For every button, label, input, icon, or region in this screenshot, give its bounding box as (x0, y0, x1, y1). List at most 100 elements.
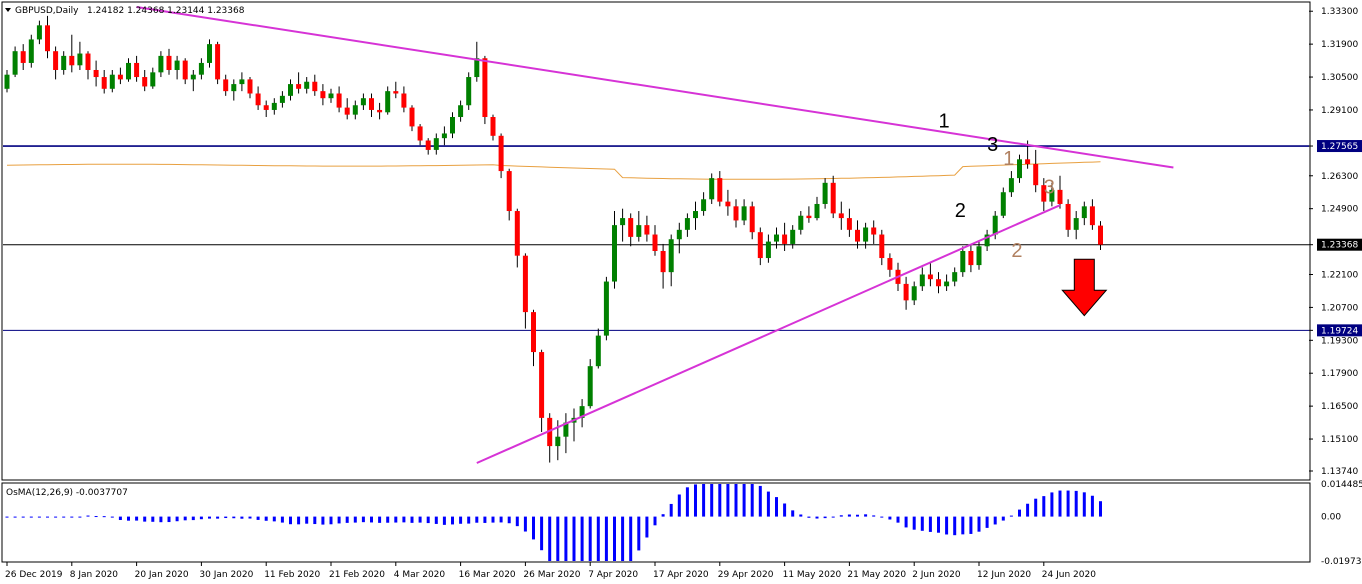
osma-bar (1074, 490, 1078, 517)
candle-body (555, 436, 561, 447)
candle-body (628, 218, 634, 237)
candle-body (846, 218, 852, 230)
moving-average (6, 161, 1101, 180)
osma-bar (21, 516, 25, 518)
osma-bar (904, 516, 908, 528)
osma-bar (856, 514, 859, 517)
candle-body (1081, 206, 1087, 219)
osma-bar (669, 503, 673, 517)
candle-body (1000, 192, 1006, 216)
trendlines (136, 6, 1174, 464)
osma-bar (937, 516, 940, 533)
osma-label: OsMA(12,26,9) -0.0037707 (6, 488, 128, 498)
osma-bar (232, 516, 236, 519)
osma-bar (807, 516, 811, 518)
candle-body (142, 77, 148, 87)
price-tick-label: 1.26300 (1321, 172, 1358, 182)
osma-bar (580, 516, 584, 561)
osma-bar (216, 516, 220, 519)
osma-bar (499, 516, 503, 523)
candle-body (263, 105, 269, 110)
candle-body (563, 422, 569, 437)
osma-bar (70, 516, 74, 518)
candle-body (1008, 178, 1014, 193)
osma-bar (1018, 509, 1021, 517)
candle-body (45, 25, 50, 52)
osma-bar (451, 516, 454, 525)
candle-body (328, 93, 334, 99)
osma-bar (613, 516, 616, 561)
candle-body (247, 79, 253, 94)
osma-bar (629, 516, 633, 561)
osma-bar (969, 516, 973, 534)
osma-bar (272, 516, 276, 522)
osma-tick-label: -0.0197354 (1321, 557, 1362, 567)
osma-bar (491, 516, 495, 523)
time-tick-label: 29 Apr 2020 (718, 570, 774, 580)
candle-body (644, 225, 650, 235)
osma-axis: 0.0144858 0.00 -0.0197354 (1321, 480, 1362, 567)
candle-body (522, 255, 528, 313)
candle-body (150, 72, 156, 87)
wave-label-3: 3 (987, 134, 998, 156)
time-tick-label: 11 Feb 2020 (264, 570, 320, 580)
osma-bar (483, 516, 487, 523)
time-tick-label: 21 Feb 2020 (329, 570, 385, 580)
candle-body (288, 84, 293, 96)
osma-bar (102, 516, 106, 518)
candle-body (4, 74, 10, 89)
osma-bar (1050, 492, 1054, 517)
candle-body (1041, 185, 1047, 202)
osma-bar (645, 516, 649, 538)
candle-body (377, 109, 383, 113)
candle-body (174, 60, 180, 70)
time-tick-label: 11 May 2020 (783, 570, 842, 580)
price-tick-label: 1.17900 (1321, 369, 1358, 379)
osma-bar (353, 516, 357, 523)
candle-body (215, 44, 221, 80)
osma-bar (791, 510, 795, 517)
osma-bar (264, 516, 268, 521)
osma-bar (159, 516, 163, 523)
candle-body (198, 62, 204, 75)
osma-bar (46, 516, 49, 518)
osma-bar (321, 516, 325, 525)
osma-bar (742, 484, 746, 517)
price-tick-label: 1.31900 (1321, 40, 1358, 50)
osma-bar (702, 484, 706, 517)
candle-body (369, 98, 374, 110)
candle-body (595, 335, 601, 367)
dropdown-triangle-icon[interactable] (5, 8, 11, 12)
price-tick-label: 1.33300 (1321, 7, 1358, 17)
osma-bar (507, 516, 511, 524)
candle-body (409, 107, 415, 127)
osma-bar (183, 516, 187, 521)
osma-bar (1090, 495, 1094, 517)
candle-body (77, 53, 83, 66)
osma-bar (685, 487, 689, 517)
candle-body (660, 250, 666, 273)
price-tick-label: 1.19300 (1321, 336, 1358, 346)
candle-body (207, 44, 212, 63)
candle-body (93, 69, 99, 78)
candle-body (344, 107, 350, 115)
time-tick-label: 17 Apr 2020 (653, 570, 709, 580)
osma-bar (540, 516, 544, 551)
osma-bar (515, 516, 519, 527)
candle-body (506, 171, 512, 212)
osma-bar (1026, 503, 1030, 517)
osma-bar (208, 516, 211, 519)
osma-bar (86, 515, 90, 517)
candle-body (304, 81, 310, 89)
candles (4, 15, 1103, 463)
osma-bar (191, 516, 195, 521)
candle-body (279, 95, 285, 103)
candle-body (352, 105, 358, 115)
candle-body (814, 203, 820, 219)
candle-body (1049, 189, 1055, 202)
candle-body (547, 417, 553, 447)
time-tick-label: 4 Mar 2020 (394, 570, 446, 580)
time-tick-label: 7 Apr 2020 (588, 570, 638, 580)
candle-body (587, 366, 593, 407)
wave-label-3: 3 (1044, 176, 1055, 198)
